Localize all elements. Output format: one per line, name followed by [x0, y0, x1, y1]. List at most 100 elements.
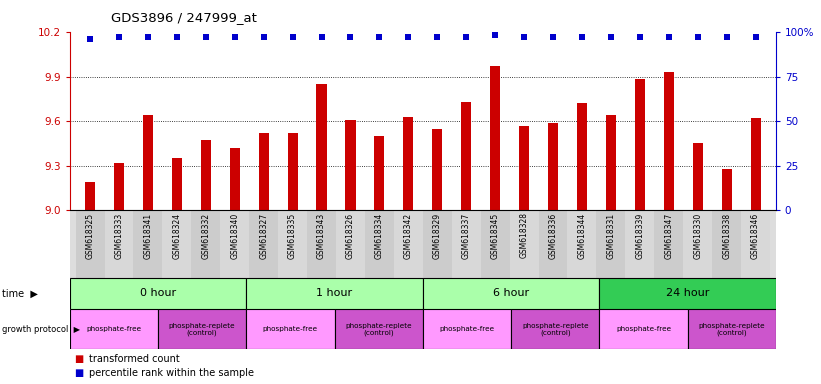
- Bar: [461, 102, 471, 210]
- Text: phosphate-replete
(control): phosphate-replete (control): [699, 323, 765, 336]
- Text: phosphate-free: phosphate-free: [439, 326, 494, 332]
- Bar: [316, 84, 327, 210]
- Bar: [336, 210, 365, 278]
- Text: GSM618329: GSM618329: [433, 212, 442, 258]
- Text: GSM618345: GSM618345: [491, 212, 500, 259]
- Bar: [596, 210, 626, 278]
- Bar: [432, 129, 443, 210]
- Text: phosphate-replete
(control): phosphate-replete (control): [522, 323, 589, 336]
- Bar: [70, 309, 158, 349]
- Bar: [599, 278, 776, 309]
- Bar: [687, 309, 776, 349]
- Bar: [246, 278, 423, 309]
- Bar: [104, 210, 134, 278]
- Point: [633, 34, 646, 40]
- Bar: [394, 210, 423, 278]
- Bar: [480, 210, 510, 278]
- Text: GSM618347: GSM618347: [664, 212, 673, 259]
- Text: 0 hour: 0 hour: [140, 288, 177, 298]
- Point: [228, 34, 241, 40]
- Bar: [741, 210, 770, 278]
- Bar: [511, 309, 599, 349]
- Bar: [548, 122, 558, 210]
- Point: [401, 34, 415, 40]
- Bar: [374, 136, 384, 210]
- Text: GSM618327: GSM618327: [259, 212, 268, 258]
- Text: GSM618325: GSM618325: [85, 212, 94, 258]
- Bar: [403, 117, 414, 210]
- Text: GSM618338: GSM618338: [722, 212, 732, 258]
- Text: GSM618346: GSM618346: [751, 212, 760, 259]
- Bar: [220, 210, 250, 278]
- Text: GSM618331: GSM618331: [607, 212, 616, 258]
- Text: GDS3896 / 247999_at: GDS3896 / 247999_at: [111, 11, 257, 24]
- Bar: [567, 210, 596, 278]
- Point: [663, 34, 676, 40]
- Point: [431, 34, 444, 40]
- Point: [141, 34, 154, 40]
- Text: GSM618335: GSM618335: [288, 212, 297, 259]
- Point: [84, 36, 97, 42]
- Point: [576, 34, 589, 40]
- Bar: [683, 210, 712, 278]
- Text: 1 hour: 1 hour: [316, 288, 353, 298]
- Point: [257, 34, 270, 40]
- Point: [315, 34, 328, 40]
- Bar: [712, 210, 741, 278]
- Text: phosphate-replete
(control): phosphate-replete (control): [346, 323, 412, 336]
- Text: GSM618344: GSM618344: [577, 212, 586, 259]
- Text: phosphate-free: phosphate-free: [263, 326, 318, 332]
- Text: GSM618342: GSM618342: [404, 212, 413, 258]
- Text: time  ▶: time ▶: [2, 288, 39, 298]
- Bar: [259, 133, 268, 210]
- Bar: [539, 210, 567, 278]
- Bar: [200, 141, 211, 210]
- Bar: [250, 210, 278, 278]
- Text: percentile rank within the sample: percentile rank within the sample: [89, 368, 254, 378]
- Point: [200, 34, 213, 40]
- Bar: [246, 309, 335, 349]
- Bar: [423, 278, 599, 309]
- Bar: [654, 210, 683, 278]
- Text: phosphate-free: phosphate-free: [616, 326, 671, 332]
- Text: GSM618341: GSM618341: [144, 212, 153, 258]
- Bar: [519, 126, 530, 210]
- Bar: [577, 103, 587, 210]
- Bar: [365, 210, 394, 278]
- Point: [488, 32, 502, 38]
- Point: [286, 34, 299, 40]
- Bar: [163, 210, 191, 278]
- Point: [547, 34, 560, 40]
- Text: GSM618326: GSM618326: [346, 212, 355, 258]
- Text: growth protocol  ▶: growth protocol ▶: [2, 325, 80, 334]
- Bar: [191, 210, 220, 278]
- Text: transformed count: transformed count: [89, 354, 180, 364]
- Point: [749, 34, 762, 40]
- Bar: [307, 210, 336, 278]
- Bar: [423, 210, 452, 278]
- Bar: [335, 309, 423, 349]
- Text: GSM618337: GSM618337: [461, 212, 470, 259]
- Bar: [490, 66, 500, 210]
- Bar: [606, 115, 616, 210]
- Text: ■: ■: [74, 354, 83, 364]
- Bar: [663, 72, 674, 210]
- Point: [344, 34, 357, 40]
- Bar: [76, 210, 104, 278]
- Bar: [510, 210, 539, 278]
- Text: GSM618330: GSM618330: [693, 212, 702, 259]
- Bar: [635, 79, 645, 210]
- Text: GSM618328: GSM618328: [520, 212, 529, 258]
- Point: [112, 34, 126, 40]
- Bar: [722, 169, 732, 210]
- Bar: [626, 210, 654, 278]
- Point: [373, 34, 386, 40]
- Bar: [452, 210, 480, 278]
- Bar: [287, 133, 298, 210]
- Bar: [693, 144, 703, 210]
- Point: [460, 34, 473, 40]
- Bar: [750, 118, 760, 210]
- Bar: [134, 210, 163, 278]
- Text: GSM618334: GSM618334: [375, 212, 384, 259]
- Text: GSM618333: GSM618333: [114, 212, 123, 259]
